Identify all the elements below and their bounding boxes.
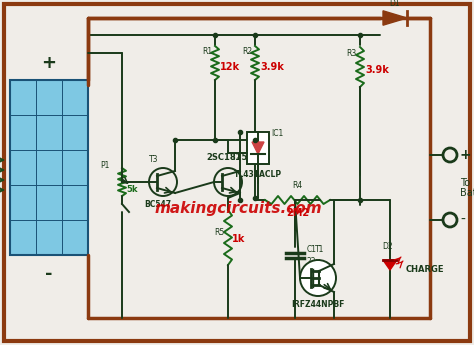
Text: 5k: 5k — [126, 186, 137, 195]
Text: 2SC1815: 2SC1815 — [206, 153, 247, 162]
Text: IRFZ44NPBF: IRFZ44NPBF — [292, 300, 345, 309]
Text: 1k: 1k — [232, 235, 246, 245]
Text: makingcircuits.com: makingcircuits.com — [154, 200, 322, 216]
Bar — [10, 80, 88, 255]
Text: To 12V: To 12V — [460, 177, 474, 187]
Text: R4: R4 — [292, 181, 302, 190]
Text: C1: C1 — [307, 245, 317, 254]
Text: D1: D1 — [390, 0, 401, 8]
Text: BC547: BC547 — [145, 200, 172, 209]
Text: T1: T1 — [315, 245, 325, 254]
Text: T2: T2 — [232, 153, 241, 162]
Text: -: - — [460, 213, 465, 227]
Text: Battery: Battery — [460, 187, 474, 197]
Text: R5: R5 — [215, 228, 225, 237]
Polygon shape — [383, 11, 407, 25]
Text: 22u
25V: 22u 25V — [307, 257, 322, 276]
Circle shape — [300, 260, 336, 296]
Text: 3.9k: 3.9k — [260, 62, 284, 72]
Text: R3: R3 — [347, 49, 357, 58]
Text: 2M2: 2M2 — [286, 208, 309, 218]
Text: +: + — [42, 54, 56, 72]
Polygon shape — [383, 260, 397, 270]
Bar — [247, 132, 269, 164]
Polygon shape — [252, 142, 264, 154]
Text: P1: P1 — [100, 161, 110, 170]
Text: CHARGE: CHARGE — [406, 266, 445, 275]
Text: D2: D2 — [383, 242, 393, 251]
Text: +: + — [460, 148, 472, 162]
Text: 12k: 12k — [220, 62, 240, 72]
Text: TL431ACLP: TL431ACLP — [234, 170, 282, 179]
Text: R2: R2 — [242, 47, 252, 56]
Text: -: - — [45, 265, 53, 283]
Text: R1: R1 — [202, 47, 212, 56]
Text: 3.9k: 3.9k — [365, 65, 389, 75]
Text: T3: T3 — [149, 155, 158, 164]
Text: IC1: IC1 — [271, 129, 283, 138]
